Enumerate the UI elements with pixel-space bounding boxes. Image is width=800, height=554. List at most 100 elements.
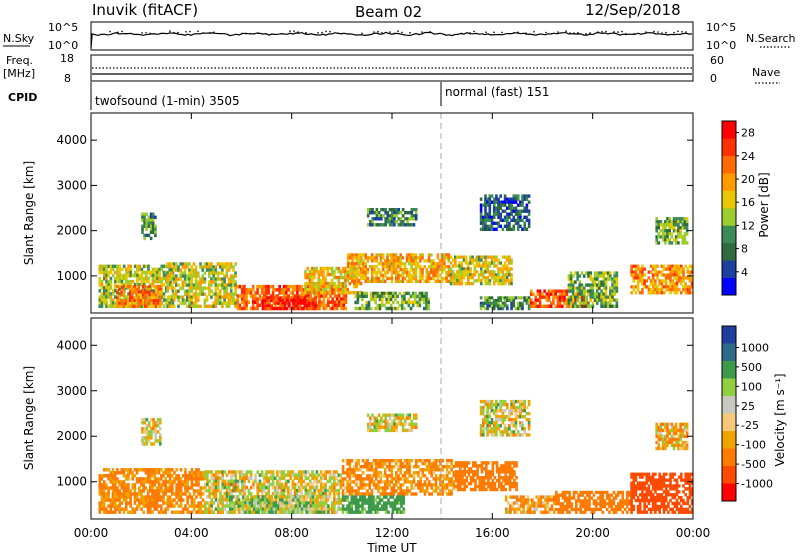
velocity-cell — [274, 510, 278, 514]
power-cell — [144, 293, 147, 297]
power-cell — [292, 299, 296, 303]
power-cell — [139, 293, 143, 297]
velocity-cell — [122, 492, 126, 496]
power-cell — [384, 208, 387, 212]
power-cell — [310, 288, 314, 292]
velocity-cell — [291, 479, 295, 484]
velocity-cell — [203, 504, 207, 508]
power-cell — [521, 197, 524, 201]
velocity-cell — [305, 498, 308, 502]
velocity-cell — [199, 507, 203, 511]
velocity-cell — [186, 474, 189, 478]
power-cell — [595, 301, 599, 305]
power-cell — [143, 218, 146, 222]
power-cell — [412, 223, 416, 227]
velocity-cell — [113, 495, 117, 499]
velocity-cell — [298, 473, 301, 477]
velocity-cell — [155, 501, 159, 505]
power-cell — [120, 267, 124, 272]
velocity-cell — [135, 477, 139, 481]
power-cell — [100, 304, 104, 308]
velocity-cell — [235, 501, 239, 505]
power-cell — [326, 272, 329, 277]
velocity-cell — [428, 483, 431, 487]
power-cell — [337, 266, 341, 271]
power-cell — [254, 294, 257, 298]
velocity-cell — [315, 473, 319, 477]
velocity-cell — [113, 471, 117, 475]
power-cell — [98, 267, 102, 272]
power-cell — [307, 307, 311, 311]
velocity-cell — [149, 477, 152, 481]
power-cell — [430, 268, 433, 272]
power-cell — [240, 306, 244, 311]
velocity-cell — [188, 471, 192, 475]
power-cell — [492, 307, 496, 311]
power-cell — [427, 306, 430, 311]
power-cell — [100, 298, 104, 302]
nave-tick-bottom: 0 — [710, 72, 717, 85]
velocity-cell — [146, 489, 150, 493]
power-cell — [569, 301, 573, 305]
power-cell — [151, 279, 155, 284]
power-cell — [580, 286, 584, 290]
power-cell — [580, 289, 584, 293]
power-cell — [225, 292, 229, 296]
power-cell — [203, 298, 207, 302]
power-cell — [662, 285, 666, 289]
velocity-cell — [392, 492, 396, 496]
nsky-tick-bottom: 10^0 — [48, 39, 78, 52]
velocity-cell — [223, 491, 227, 496]
power-cell — [118, 299, 121, 303]
velocity-cell — [390, 468, 394, 472]
velocity-cell — [258, 485, 262, 490]
velocity-cell — [410, 483, 413, 487]
power-cell — [203, 265, 207, 269]
nsearch-dot — [293, 30, 295, 32]
power-cell — [473, 270, 477, 274]
power-cell — [523, 296, 526, 300]
power-cell — [418, 294, 422, 299]
velocity-cell — [348, 483, 352, 487]
power-cell — [205, 298, 209, 302]
power-cell — [488, 197, 492, 201]
velocity-cell — [291, 473, 295, 477]
power-cell — [512, 194, 516, 198]
velocity-cell — [390, 474, 394, 478]
power-cell — [686, 267, 690, 271]
velocity-cell — [192, 471, 196, 475]
power-cell — [175, 265, 178, 269]
nsearch-dot — [469, 32, 471, 34]
power-cell — [484, 200, 487, 204]
power-cell — [151, 221, 155, 225]
velocity-cell — [210, 476, 213, 480]
nsearch-dot — [397, 30, 399, 32]
velocity-cell — [164, 483, 167, 487]
velocity-cell — [263, 482, 266, 487]
power-cell — [664, 285, 668, 289]
velocity-cell — [314, 498, 317, 502]
power-cell — [260, 288, 264, 292]
power-cell — [547, 298, 551, 302]
velocity-cell — [231, 510, 234, 514]
velocity-cell — [109, 477, 113, 481]
velocity-cell — [280, 488, 284, 493]
power-cell — [313, 288, 317, 292]
power-cell — [514, 200, 518, 204]
velocity-cell — [212, 491, 216, 496]
velocity-cell — [346, 489, 349, 493]
power-cell — [563, 292, 566, 296]
velocity-cell — [146, 468, 150, 472]
power-cell — [107, 292, 110, 296]
power-cell — [501, 200, 505, 204]
power-cell — [412, 270, 416, 275]
velocity-cell — [100, 483, 104, 487]
power-cell — [218, 283, 222, 287]
velocity-cell — [151, 498, 154, 502]
velocity-cell — [414, 462, 418, 466]
velocity-cell — [339, 485, 343, 490]
power-cell — [342, 303, 345, 308]
power-cell — [543, 295, 546, 299]
power-cell — [103, 298, 106, 302]
velocity-cell — [421, 471, 425, 475]
